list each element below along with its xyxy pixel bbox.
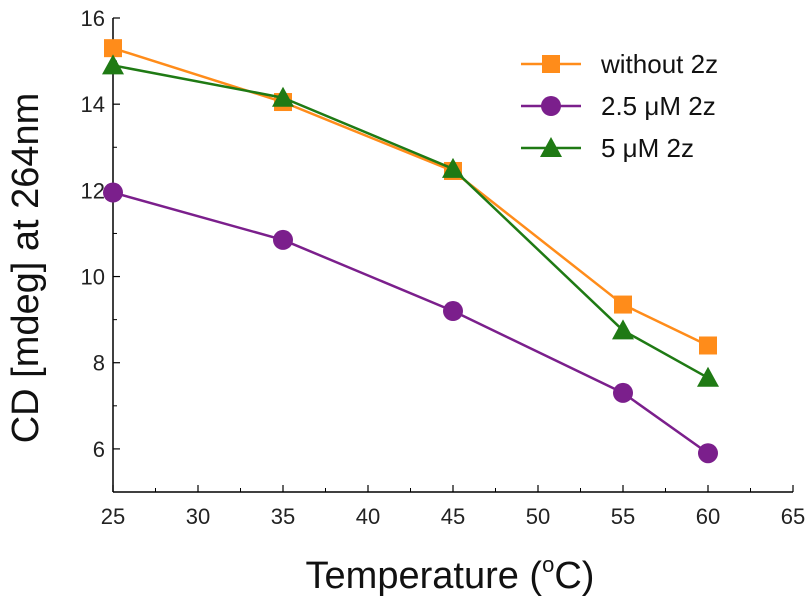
data-point [272,86,294,107]
data-point [697,366,719,387]
y-tick-label: 10 [81,265,105,290]
legend-item: without 2z [521,49,718,79]
series-1 [104,39,717,355]
data-point [698,443,718,464]
series-2 [103,182,718,464]
legend-marker [541,96,561,116]
legend-label: 2.5 μM 2z [601,91,716,121]
legend-label: 5 μM 2z [601,133,694,163]
x-tick-label: 50 [526,504,550,529]
data-point [699,336,717,355]
legend-item: 2.5 μM 2z [521,91,716,121]
y-axis: 6 8 10 12 14 16 [81,6,120,493]
legend-marker [540,137,562,157]
data-point [102,54,124,75]
data-point [443,301,463,322]
x-tick-label: 30 [186,504,210,529]
x-tick-label: 65 [781,504,805,529]
y-tick-label: 6 [93,437,105,462]
x-axis-title: Temperature (oC) [306,552,595,597]
x-tick-label: 40 [356,504,380,529]
data-point [103,182,123,203]
y-axis-title: CD [mdeg] at 264nm [5,93,47,444]
series-line [112,191,709,455]
data-point [614,295,632,314]
legend: without 2z 2.5 μM 2z 5 μM 2z [521,49,718,163]
x-tick-label: 60 [696,504,720,529]
y-tick-label: 8 [93,351,105,376]
x-axis: 25 30 35 40 45 50 55 60 65 [101,485,805,529]
series-3 [102,54,719,387]
legend-item: 5 μM 2z [521,133,694,163]
data-point [613,382,633,403]
data-point [612,319,634,340]
legend-label: without 2z [600,49,718,79]
y-tick-label: 12 [81,178,105,203]
x-tick-label: 55 [611,504,635,529]
y-tick-label: 16 [81,6,105,31]
x-tick-label: 25 [101,504,125,529]
x-axis-title-superscript: o [542,552,554,577]
plot-frame [112,18,793,493]
legend-marker [542,55,560,73]
x-axis-title-unit: C) [554,555,594,597]
x-tick-label: 35 [271,504,295,529]
data-point [442,157,464,178]
data-point [104,39,122,58]
data-point [273,229,293,250]
y-tick-label: 14 [81,92,105,117]
series-layer [102,39,719,464]
x-tick-label: 45 [441,504,465,529]
